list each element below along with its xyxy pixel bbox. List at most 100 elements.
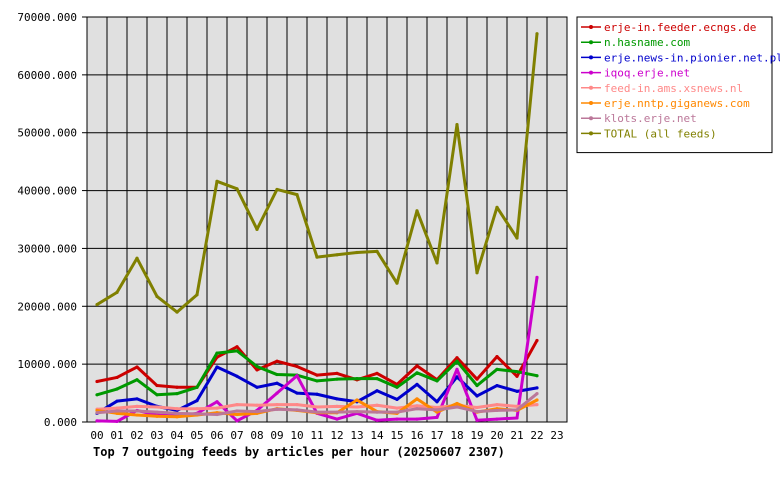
data-point [215,406,219,410]
data-point [95,379,99,384]
data-point [155,410,159,414]
data-point [135,256,139,260]
data-point [275,391,279,395]
y-tick-label: 30000.000 [17,242,77,255]
data-point [355,377,359,381]
legend-marker [589,40,593,45]
legend-box [576,16,773,154]
data-point [315,373,319,377]
data-point [155,393,159,397]
data-point [275,359,279,363]
data-point [295,374,299,378]
plot-border [86,16,568,423]
data-point [255,403,259,407]
data-point [95,419,99,423]
data-point [495,355,499,359]
data-point [135,397,139,401]
data-point [175,310,179,314]
data-point [115,419,119,424]
data-point [455,359,459,363]
data-point [515,404,519,408]
data-point [255,409,259,414]
data-point [135,413,139,417]
data-point [275,403,279,407]
legend-marker [589,101,593,105]
data-point [375,403,379,407]
data-point [455,401,459,406]
legend-label: erje-in.feeder.ecngs.de [604,21,756,34]
data-point [515,236,519,240]
x-tick-label: 08 [250,429,263,442]
data-point [215,179,219,183]
x-tick-label: 17 [430,429,443,442]
x-tick-label: 19 [470,429,483,442]
legend-label: TOTAL (all feeds) [604,127,717,140]
x-tick-label: 18 [450,429,463,442]
data-point [235,409,239,413]
data-point [475,377,479,381]
data-point [315,255,319,259]
data-point [295,403,299,407]
data-point [235,403,239,407]
x-tick-label: 09 [270,429,283,442]
data-point [235,419,239,423]
data-point [375,418,379,422]
data-point [535,338,539,343]
x-tick-label: 20 [490,429,503,442]
data-point [275,407,279,411]
data-point [395,410,399,414]
x-tick-label: 02 [130,429,143,442]
x-tick-label: 03 [150,429,163,442]
data-point [375,410,379,414]
data-point [535,392,539,396]
data-point [415,371,419,375]
data-point [135,404,139,408]
data-point [495,408,499,413]
data-point [335,253,339,257]
data-point [475,383,479,388]
data-point [335,417,339,421]
data-point [435,415,439,419]
data-point [535,403,539,407]
data-point [455,375,459,379]
legend-label: iqoq.erje.net [604,67,690,80]
data-point [275,372,279,377]
data-point [495,403,499,407]
data-point [455,367,459,371]
legend-label: klots.erje.net [604,112,697,125]
data-point [195,412,199,416]
x-tick-label: 14 [370,429,384,442]
x-tick-label: 06 [210,429,223,442]
data-point [355,250,359,255]
data-point [175,411,179,415]
y-tick-label: 70000.000 [17,11,77,24]
data-point [415,209,419,213]
data-point [375,249,379,253]
x-tick-label: 22 [530,429,543,442]
x-tick-label: 11 [310,429,323,442]
legend-label: erje.news-in.pionier.net.pl [604,51,780,64]
data-point [335,371,339,375]
data-point [455,405,459,409]
data-point [435,400,439,404]
y-tick-label: 40000.000 [17,185,77,198]
data-point [255,364,259,369]
data-point [515,370,519,374]
data-point [415,364,419,368]
data-point [155,383,159,388]
data-point [395,281,399,285]
data-point [375,377,379,381]
data-point [535,374,539,378]
data-point [235,374,239,378]
data-point [135,378,139,382]
data-point [175,415,179,419]
data-point [215,351,219,355]
data-point [195,398,199,403]
data-point [475,409,479,414]
data-point [535,275,539,279]
data-point [195,407,199,411]
data-point [335,397,339,401]
data-point [495,205,499,209]
data-point [515,374,519,378]
